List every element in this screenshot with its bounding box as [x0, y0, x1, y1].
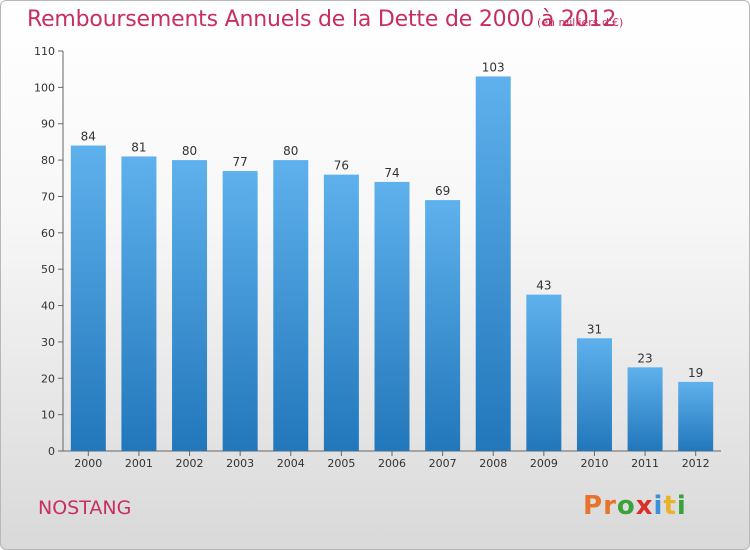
- value-label: 76: [334, 159, 349, 173]
- x-tick-label: 2010: [580, 457, 608, 470]
- bar-2011: [627, 367, 663, 451]
- x-tick-label: 2001: [125, 457, 153, 470]
- y-tick-label: 40: [41, 300, 55, 313]
- logo-letter: P: [583, 491, 604, 521]
- value-label: 80: [182, 144, 197, 158]
- value-label: 84: [81, 130, 96, 144]
- y-tick-label: 50: [41, 263, 55, 276]
- x-tick-label: 2004: [277, 457, 305, 470]
- x-tick-label: 2005: [327, 457, 355, 470]
- value-label: 103: [482, 60, 505, 74]
- chart-title: Remboursements Annuels de la Dette de 20…: [27, 7, 617, 32]
- logo-letter: i: [676, 491, 687, 521]
- logo-letter: r: [603, 491, 617, 521]
- x-tick-label: 2002: [176, 457, 204, 470]
- bar-2005: [323, 174, 359, 452]
- y-tick-label: 20: [41, 372, 55, 385]
- bar-2012: [678, 381, 714, 451]
- city-name: NOSTANG: [38, 497, 132, 519]
- value-label: 19: [688, 366, 703, 380]
- y-tick-label: 60: [41, 227, 55, 240]
- logo-letter: x: [635, 491, 654, 521]
- x-tick-label: 2000: [74, 457, 102, 470]
- logo-letter: t: [663, 491, 677, 521]
- bar-2003: [222, 171, 258, 451]
- bar-2006: [374, 181, 410, 451]
- logo-letter: i: [653, 491, 664, 521]
- bar-2007: [425, 200, 461, 451]
- x-tick-label: 2011: [631, 457, 659, 470]
- y-tick-label: 110: [34, 45, 55, 58]
- bar-2001: [121, 156, 157, 452]
- value-label: 23: [637, 351, 652, 365]
- y-tick-label: 80: [41, 154, 55, 167]
- value-label: 31: [587, 322, 602, 336]
- value-label: 43: [536, 279, 551, 293]
- value-label: 74: [384, 166, 399, 180]
- value-label: 80: [283, 144, 298, 158]
- chart-subtitle: (en milliers d'€): [537, 16, 624, 29]
- x-tick-label: 2008: [479, 457, 507, 470]
- value-label: 81: [131, 140, 146, 154]
- bar-2008: [475, 76, 511, 452]
- y-tick-label: 70: [41, 190, 55, 203]
- x-tick-label: 2003: [226, 457, 254, 470]
- bar-2009: [526, 294, 562, 451]
- bar-2004: [273, 160, 309, 451]
- bar-2000: [70, 145, 106, 451]
- y-tick-label: 30: [41, 336, 55, 349]
- x-tick-label: 2009: [530, 457, 558, 470]
- y-tick-label: 90: [41, 118, 55, 131]
- y-tick-label: 0: [48, 445, 55, 458]
- logo-letter: o: [616, 491, 636, 521]
- x-tick-label: 2007: [429, 457, 457, 470]
- value-label: 69: [435, 184, 450, 198]
- y-tick-label: 10: [41, 409, 55, 422]
- x-tick-label: 2006: [378, 457, 406, 470]
- bar-2002: [172, 160, 208, 451]
- proxiti-logo: Proxiti: [583, 491, 687, 521]
- bar-2010: [576, 338, 612, 451]
- x-tick-label: 2012: [682, 457, 710, 470]
- value-label: 77: [233, 155, 248, 169]
- y-tick-label: 100: [34, 81, 55, 94]
